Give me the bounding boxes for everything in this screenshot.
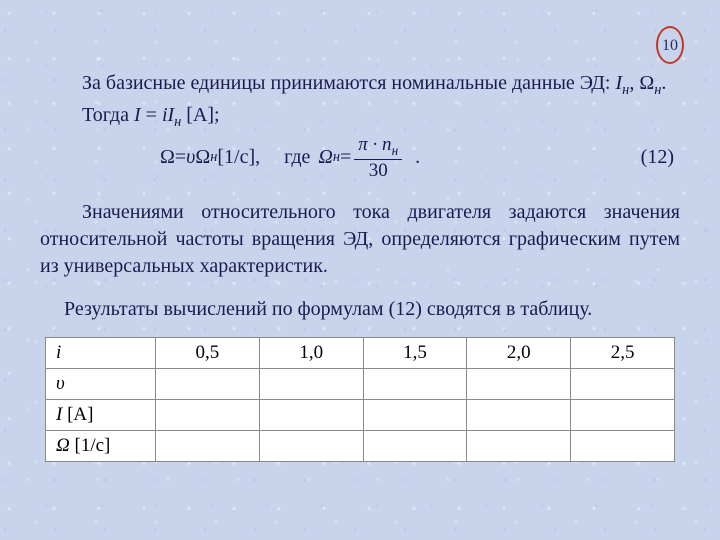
table-row-upsilon: υ bbox=[46, 368, 675, 399]
text-run: Тогда bbox=[82, 104, 134, 126]
equation-line-12: Ω = υΩн [1/c], где Ωн = π · nн 30 . (12) bbox=[40, 135, 680, 181]
table-row-I: I [A] bbox=[46, 399, 675, 430]
var-Omega: Ω bbox=[639, 72, 654, 94]
var-upsilon: υ bbox=[186, 144, 195, 171]
unit-A: [A] bbox=[62, 404, 93, 425]
text-run: [1/c], bbox=[217, 144, 260, 171]
var-Omega: Ω bbox=[318, 144, 332, 171]
table-row-Omega: Ω [1/c] bbox=[46, 430, 675, 461]
cell: 2,0 bbox=[467, 337, 571, 368]
text-run: , bbox=[629, 72, 639, 94]
cell bbox=[467, 368, 571, 399]
paragraph-results: Результаты вычислений по формулам (12) с… bbox=[40, 296, 680, 323]
var-Omega: Ω bbox=[56, 435, 70, 456]
cell bbox=[259, 368, 363, 399]
results-table: i 0,5 1,0 1,5 2,0 2,5 υ I [A] Ω [1/c] bbox=[45, 337, 675, 462]
var-iI: iI bbox=[162, 104, 174, 126]
cell bbox=[156, 430, 260, 461]
text-run: . bbox=[415, 144, 420, 171]
cell: 1,0 bbox=[259, 337, 363, 368]
page-number-badge: 10 bbox=[656, 26, 684, 64]
cell bbox=[156, 368, 260, 399]
text-run: = bbox=[141, 104, 162, 126]
row-label-i: i bbox=[46, 337, 156, 368]
row-label-Omega: Ω [1/c] bbox=[46, 430, 156, 461]
frac-denominator: 30 bbox=[354, 160, 402, 181]
text-where: где bbox=[284, 144, 310, 171]
sub-n: н bbox=[333, 148, 340, 167]
text-run: . bbox=[661, 72, 666, 94]
text-run: = bbox=[340, 144, 351, 171]
cell bbox=[467, 399, 571, 430]
paragraph-then-I: Тогда I = iIн [A]; bbox=[40, 102, 680, 132]
sub-n: н bbox=[392, 143, 399, 158]
sub-n: н bbox=[210, 148, 217, 167]
cell bbox=[259, 399, 363, 430]
var-Omega: Ω bbox=[160, 144, 175, 171]
row-label-upsilon: υ bbox=[46, 368, 156, 399]
paragraph-values: Значениями относительного тока двигателя… bbox=[40, 199, 680, 280]
text-run: За базисные единицы принимаются номиналь… bbox=[82, 72, 616, 94]
var-I: I bbox=[134, 104, 141, 126]
text-run: = bbox=[175, 144, 186, 171]
cell: 0,5 bbox=[156, 337, 260, 368]
equation-number: (12) bbox=[641, 144, 680, 171]
cell bbox=[571, 368, 675, 399]
text-run: [A]; bbox=[181, 104, 219, 126]
cell: 1,5 bbox=[363, 337, 467, 368]
table-row-i: i 0,5 1,0 1,5 2,0 2,5 bbox=[46, 337, 675, 368]
cell bbox=[156, 399, 260, 430]
page-number: 10 bbox=[662, 38, 678, 53]
row-label-I: I [A] bbox=[46, 399, 156, 430]
cell: 2,5 bbox=[571, 337, 675, 368]
cell bbox=[363, 399, 467, 430]
cell bbox=[363, 368, 467, 399]
page-content: За базисные единицы принимаются номиналь… bbox=[0, 0, 720, 462]
cell bbox=[363, 430, 467, 461]
unit-1c: [1/c] bbox=[70, 435, 111, 456]
frac-numerator: π · n bbox=[358, 134, 391, 155]
cell bbox=[259, 430, 363, 461]
var-Omega: Ω bbox=[195, 144, 210, 171]
fraction-omega: π · nн 30 bbox=[354, 135, 402, 181]
cell bbox=[467, 430, 571, 461]
paragraph-basis-units: За базисные единицы принимаются номиналь… bbox=[40, 70, 680, 100]
cell bbox=[571, 430, 675, 461]
cell bbox=[571, 399, 675, 430]
